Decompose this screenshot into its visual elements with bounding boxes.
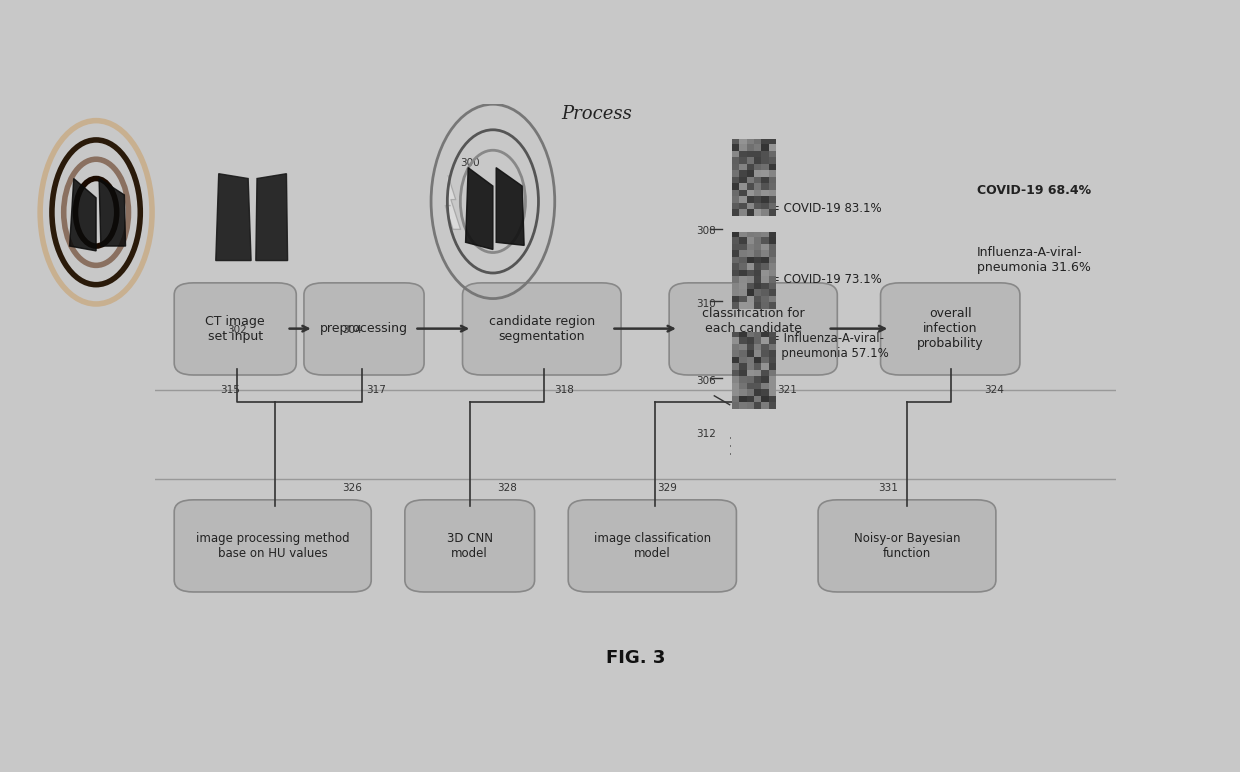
Text: 315: 315 xyxy=(221,385,241,394)
Polygon shape xyxy=(445,176,460,229)
FancyBboxPatch shape xyxy=(304,283,424,375)
Text: 326: 326 xyxy=(342,483,362,493)
Text: = COVID-19 83.1%: = COVID-19 83.1% xyxy=(770,201,882,215)
FancyBboxPatch shape xyxy=(568,499,737,592)
Text: 308: 308 xyxy=(696,226,715,236)
Text: COVID-19 68.4%: COVID-19 68.4% xyxy=(977,184,1091,197)
Text: 331: 331 xyxy=(879,483,899,493)
Text: Influenza-A-viral-
pneumonia 31.6%: Influenza-A-viral- pneumonia 31.6% xyxy=(977,246,1090,274)
FancyBboxPatch shape xyxy=(670,283,837,375)
FancyBboxPatch shape xyxy=(463,283,621,375)
FancyBboxPatch shape xyxy=(818,499,996,592)
Polygon shape xyxy=(465,168,492,249)
Text: CT image
set input: CT image set input xyxy=(206,315,265,343)
Polygon shape xyxy=(496,168,525,245)
Polygon shape xyxy=(216,174,250,261)
Text: 318: 318 xyxy=(554,385,574,394)
Text: 300: 300 xyxy=(460,157,480,168)
Polygon shape xyxy=(255,174,288,261)
Text: Noisy-or Bayesian
function: Noisy-or Bayesian function xyxy=(853,532,960,560)
Text: 304: 304 xyxy=(342,325,362,335)
Text: 328: 328 xyxy=(497,483,517,493)
Text: preprocessing: preprocessing xyxy=(320,323,408,335)
Polygon shape xyxy=(99,178,125,246)
Text: image processing method
base on HU values: image processing method base on HU value… xyxy=(196,532,350,560)
FancyBboxPatch shape xyxy=(404,499,534,592)
Text: FIG. 3: FIG. 3 xyxy=(606,649,665,667)
Text: 306: 306 xyxy=(696,376,715,386)
Polygon shape xyxy=(69,178,97,251)
Text: = COVID-19 73.1%: = COVID-19 73.1% xyxy=(770,273,882,286)
FancyBboxPatch shape xyxy=(174,499,371,592)
Text: 329: 329 xyxy=(657,483,677,493)
Text: candidate region
segmentation: candidate region segmentation xyxy=(489,315,595,343)
Text: overall
infection
probability: overall infection probability xyxy=(916,307,983,350)
Text: 3D CNN
model: 3D CNN model xyxy=(446,532,492,560)
Text: image classification
model: image classification model xyxy=(594,532,711,560)
Text: 302: 302 xyxy=(227,325,247,335)
Text: 317: 317 xyxy=(367,385,387,394)
Text: = Influenza-A-viral-
   pneumonia 57.1%: = Influenza-A-viral- pneumonia 57.1% xyxy=(770,332,889,361)
Text: 324: 324 xyxy=(985,385,1004,394)
FancyBboxPatch shape xyxy=(880,283,1019,375)
Text: Process: Process xyxy=(562,106,632,124)
Text: 312: 312 xyxy=(696,429,715,439)
Text: 321: 321 xyxy=(776,385,796,394)
FancyBboxPatch shape xyxy=(174,283,296,375)
Text: 310: 310 xyxy=(696,299,715,309)
Text: . . .: . . . xyxy=(722,435,735,455)
Text: classification for
each candidate
region: classification for each candidate region xyxy=(702,307,805,350)
